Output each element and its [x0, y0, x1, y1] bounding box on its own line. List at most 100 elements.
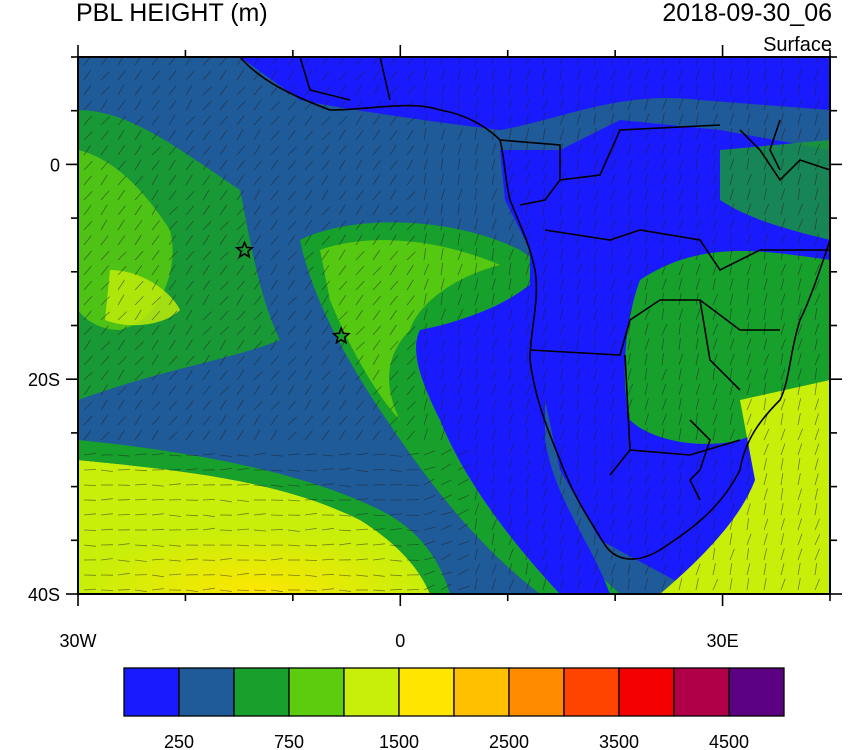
wind-barb [780, 518, 785, 531]
wind-barb [321, 588, 334, 591]
wind-barb [338, 204, 346, 216]
wind-barb [678, 548, 682, 561]
wind-barb [304, 130, 313, 141]
wind-barb [440, 113, 444, 126]
wind-barb [202, 174, 211, 186]
wind-barb [338, 57, 345, 66]
wind-barb [202, 100, 212, 111]
wind-barb [678, 398, 682, 411]
wind-barb [253, 573, 267, 576]
wind-barb [83, 115, 92, 126]
wind-barb [644, 518, 648, 531]
wind-barb [83, 339, 91, 351]
wind-barb [729, 98, 735, 111]
wind-barb [797, 428, 803, 441]
wind-barb [576, 578, 581, 591]
wind-barb [287, 469, 300, 472]
wind-barb [729, 203, 735, 216]
wind-barb [134, 559, 147, 562]
wind-barb [491, 533, 495, 546]
wind-barb [185, 234, 194, 246]
wind-barb [355, 204, 363, 216]
wind-barb [593, 563, 598, 576]
wind-barb [695, 563, 701, 576]
wind-barb [83, 325, 93, 336]
wind-barb [372, 219, 381, 231]
wind-barb [457, 128, 463, 141]
wind-barb [559, 308, 564, 321]
wind-barb [712, 83, 717, 96]
wind-barb [525, 578, 531, 591]
wind-barb [151, 513, 164, 516]
wind-barb [593, 533, 596, 546]
wind-barb [100, 296, 110, 306]
wind-barb [389, 400, 399, 411]
wind-barb [253, 384, 261, 396]
wind-barb [440, 524, 452, 531]
wind-barb [474, 338, 479, 351]
wind-barb [797, 338, 803, 351]
wind-barb [117, 279, 125, 291]
wind-barb [525, 143, 529, 156]
station-markers [234, 240, 351, 345]
wind-barb [423, 293, 427, 306]
wind-barb [355, 543, 368, 546]
wind-barb [695, 308, 701, 321]
colorbar-segment [233, 667, 290, 717]
wind-barb [797, 143, 802, 156]
wind-barb [627, 173, 632, 186]
wind-barb [321, 206, 331, 216]
wind-barb [457, 263, 463, 276]
wind-barb [491, 563, 497, 576]
wind-barb [814, 578, 820, 591]
wind-barb [185, 454, 199, 456]
wind-barb [763, 368, 768, 381]
wind-barb [253, 401, 263, 411]
wind-barb [236, 206, 246, 216]
wind-barb [491, 323, 496, 336]
wind-barb [236, 384, 245, 396]
wind-barb [202, 250, 212, 261]
wind-barb [440, 368, 445, 381]
wind-barb [134, 326, 144, 336]
wind-barb [559, 98, 564, 111]
wind-barb [338, 311, 348, 321]
wind-barb [508, 278, 512, 291]
wind-barb [627, 398, 633, 411]
wind-barb [185, 70, 195, 81]
wind-barb [321, 221, 331, 231]
wind-barb [440, 448, 452, 456]
wind-barb [185, 558, 198, 561]
wind-barb [763, 443, 769, 456]
wind-barb [644, 563, 651, 576]
wind-barb [695, 203, 698, 216]
wind-barb [253, 311, 263, 321]
wind-barb [321, 527, 334, 531]
wind-barb [100, 86, 110, 96]
wind-barb [627, 128, 633, 141]
wind-barb [440, 413, 447, 426]
wind-barb [253, 249, 261, 261]
wind-barb [287, 251, 297, 261]
wind-barb [151, 279, 159, 291]
wind-barb [202, 354, 210, 366]
wind-barb [151, 429, 159, 441]
wind-barb [440, 479, 452, 486]
wind-barb [593, 278, 597, 291]
wind-barb [236, 294, 244, 306]
wind-barb [372, 190, 381, 201]
wind-barb [610, 413, 614, 426]
wind-barb [780, 57, 784, 66]
wind-barb [627, 83, 632, 96]
wind-barb [287, 100, 297, 111]
wind-barb [576, 338, 579, 351]
wind-barb [729, 428, 736, 441]
wind-barb [270, 205, 280, 216]
wind-barb [763, 518, 769, 531]
wind-barb [627, 308, 633, 321]
wind-barb [525, 443, 531, 456]
wind-barb [457, 523, 469, 531]
wind-barb [695, 368, 700, 381]
wind-barb [185, 324, 193, 336]
wind-barb [491, 57, 494, 66]
